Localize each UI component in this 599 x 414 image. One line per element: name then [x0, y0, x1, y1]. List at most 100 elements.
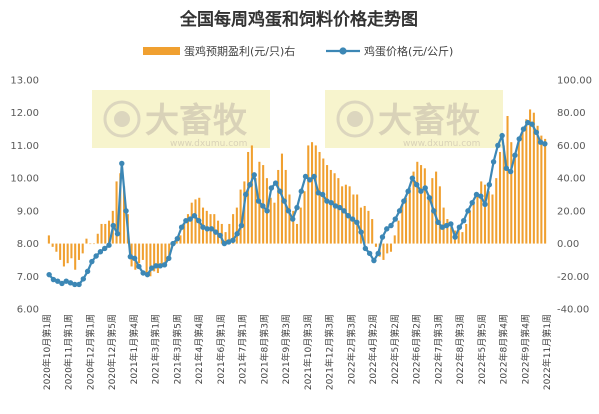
- profit-bar: [386, 243, 389, 254]
- left-tick-label: 8.00: [17, 239, 39, 250]
- profit-bar: [303, 191, 306, 244]
- legend-line-marker: [339, 47, 347, 55]
- x-tick-label: 2021年6月第1周: [215, 314, 227, 384]
- profit-bar: [183, 223, 186, 244]
- profit-bar: [491, 194, 494, 244]
- egg-price-point: [144, 271, 151, 278]
- profit-bar: [461, 232, 464, 244]
- egg-price-point: [80, 276, 87, 282]
- x-tick-label: 2021年7月第1周: [237, 314, 249, 384]
- egg-price-point: [174, 235, 181, 242]
- egg-price-point: [366, 250, 373, 257]
- egg-price-point: [512, 152, 518, 158]
- profit-bar: [141, 243, 144, 260]
- egg-price-point: [191, 213, 198, 219]
- egg-price-point: [131, 255, 138, 261]
- egg-price-point: [529, 121, 535, 127]
- x-tick-label: 2021年9月第3周: [280, 314, 292, 384]
- egg-price-point: [473, 191, 480, 198]
- egg-price-point: [516, 136, 522, 142]
- left-tick-label: 11.00: [10, 141, 39, 152]
- x-tick-label: 2022年9月第4周: [519, 314, 531, 384]
- egg-price-point: [375, 250, 381, 257]
- egg-price-point: [208, 226, 215, 232]
- egg-price-point: [392, 216, 398, 222]
- egg-price-point: [76, 281, 82, 288]
- egg-price-point: [324, 198, 330, 204]
- profit-bar: [408, 187, 411, 244]
- egg-price-point: [499, 132, 505, 139]
- egg-price-point: [345, 213, 351, 219]
- egg-price-point: [503, 165, 510, 172]
- egg-price-point: [123, 208, 129, 214]
- egg-price-point: [384, 226, 390, 232]
- egg-price-point: [469, 199, 475, 206]
- left-axis: 6.00 7.00 8.00 9.00 10.00 11.00 12.00 13.00: [10, 76, 39, 316]
- egg-price-point: [507, 168, 514, 175]
- profit-bar: [322, 158, 325, 244]
- egg-price-point: [298, 188, 304, 194]
- profit-bar: [438, 186, 441, 244]
- egg-price-point: [127, 253, 134, 260]
- egg-price-point: [422, 185, 428, 191]
- egg-price-point: [443, 222, 450, 229]
- profit-bar: [356, 194, 359, 244]
- profit-bar: [224, 232, 227, 244]
- x-tick-label: 2022年7月第3周: [432, 314, 444, 384]
- profit-bar: [213, 214, 216, 244]
- profit-bar: [311, 142, 314, 244]
- profit-bar: [55, 243, 58, 252]
- x-tick-label: 2021年4月第4周: [193, 314, 205, 384]
- egg-price-point: [89, 258, 95, 265]
- profit-bar: [450, 227, 453, 244]
- egg-price-point: [452, 234, 458, 240]
- profit-bar: [194, 199, 197, 244]
- egg-price-point: [153, 263, 159, 269]
- egg-price-point: [170, 240, 176, 247]
- profit-bar: [190, 202, 193, 244]
- legend-line-label: 鸡蛋价格(元/公斤): [364, 44, 453, 58]
- profit-bar: [138, 243, 141, 264]
- egg-price-point: [268, 185, 275, 191]
- profit-bar: [468, 210, 471, 244]
- profit-bar: [145, 243, 148, 274]
- egg-price-point: [161, 262, 168, 268]
- egg-price-point: [315, 190, 322, 196]
- profit-bar: [329, 169, 332, 244]
- egg-price-point: [63, 278, 69, 284]
- egg-price-point: [166, 255, 172, 261]
- egg-price-point: [119, 160, 125, 167]
- egg-price-point: [97, 249, 104, 255]
- profit-bar: [115, 181, 118, 244]
- egg-price-point: [264, 208, 270, 214]
- profit-bar: [104, 223, 107, 244]
- egg-price-point: [341, 208, 347, 214]
- egg-price-point: [478, 193, 484, 199]
- egg-price-point: [225, 239, 232, 245]
- egg-price-point: [401, 198, 407, 204]
- profit-bar: [521, 129, 524, 244]
- egg-price-point: [332, 203, 339, 209]
- profit-bar: [77, 243, 80, 260]
- egg-price-point: [520, 126, 527, 132]
- egg-price-point: [486, 181, 493, 188]
- profit-bar: [359, 207, 362, 244]
- egg-price-point: [465, 208, 471, 214]
- left-tick-label: 10.00: [10, 174, 39, 185]
- watermark-logo-2: 大畜牧 www.dxumu.com: [325, 90, 503, 149]
- profit-bar: [318, 151, 321, 244]
- egg-price-point: [495, 142, 501, 149]
- profit-bar: [517, 138, 520, 244]
- profit-bar: [393, 235, 396, 244]
- watermark-1-brand: 大畜牧: [145, 101, 248, 141]
- profit-bar: [228, 223, 231, 244]
- egg-price-point: [328, 199, 334, 206]
- legend: 蛋鸡预期盈利(元/只)右 鸡蛋价格(元/公斤): [143, 44, 453, 58]
- profit-bar: [382, 243, 385, 260]
- profit-bar: [273, 202, 276, 244]
- egg-price-point: [243, 191, 249, 198]
- x-tick-label: 2022年2月第3周: [345, 314, 357, 384]
- profit-bar: [495, 178, 498, 244]
- egg-price-point: [362, 245, 369, 252]
